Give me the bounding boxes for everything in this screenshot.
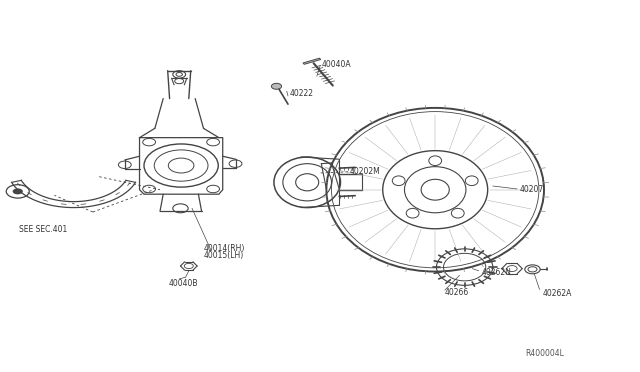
- Circle shape: [13, 188, 23, 194]
- Text: 40040B: 40040B: [169, 279, 198, 288]
- Text: 40014(RH): 40014(RH): [204, 244, 245, 253]
- Text: 40207: 40207: [520, 185, 544, 194]
- Text: 40222: 40222: [290, 89, 314, 98]
- Text: 40262A: 40262A: [543, 289, 572, 298]
- Text: 40262N: 40262N: [481, 268, 511, 277]
- Text: 40040A: 40040A: [322, 60, 351, 69]
- Text: 40015(LH): 40015(LH): [204, 251, 244, 260]
- Text: 40266: 40266: [445, 288, 469, 297]
- Polygon shape: [303, 58, 321, 64]
- Text: R400004L: R400004L: [525, 349, 564, 358]
- Circle shape: [271, 83, 282, 89]
- Text: 40202M: 40202M: [350, 167, 381, 176]
- Text: SEE SEC.401: SEE SEC.401: [19, 225, 67, 234]
